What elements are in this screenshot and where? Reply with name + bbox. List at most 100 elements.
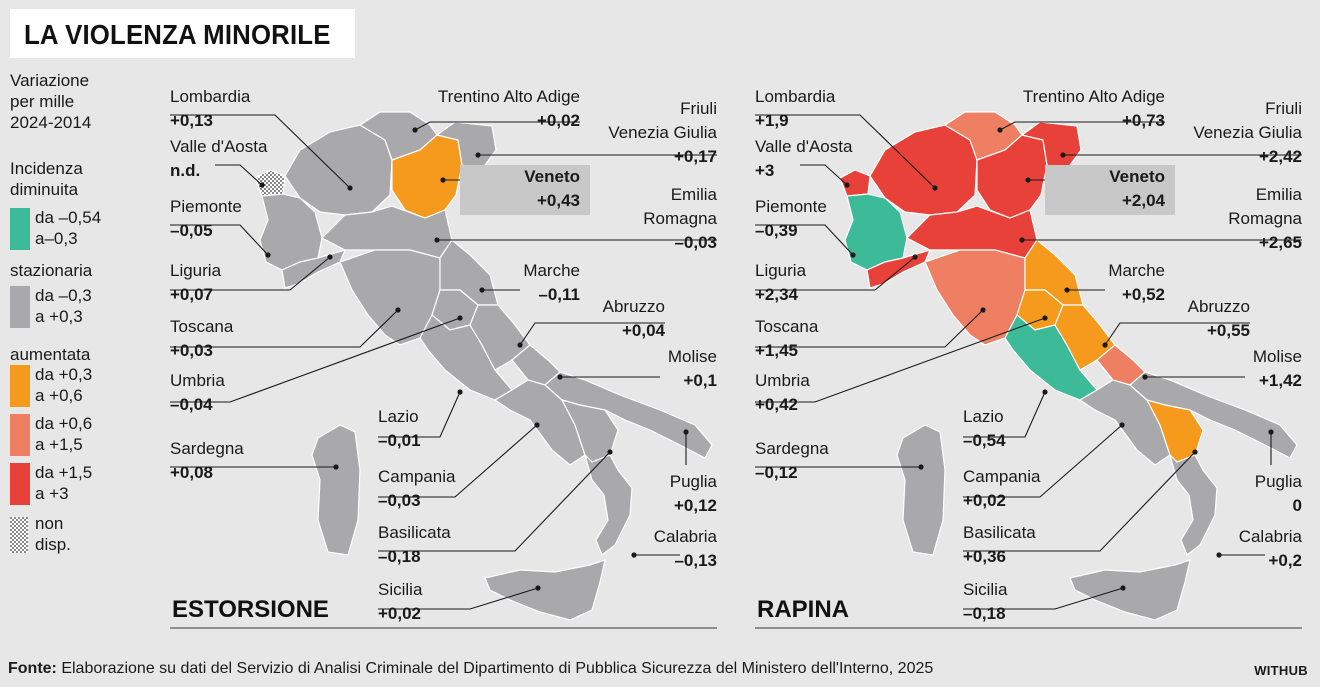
leader-dot [517,342,523,348]
region-name-sardegna: Sardegna [755,439,829,458]
swatch-aum-high [10,463,30,505]
legend-text: da +0,6 [35,414,93,433]
leader-dot [631,552,637,558]
legend-text: Incidenza [10,159,83,178]
leader-line [170,317,461,403]
leader-line [170,224,269,256]
legend-text: da +1,5 [35,463,93,482]
leader-dot [557,374,563,380]
region-value-piemonte: –0,05 [170,221,213,240]
region-value-veneto: +0,43 [537,191,580,210]
leader-line [755,224,854,256]
region-value-lombardia: +0,13 [170,111,213,130]
region-name-marche: Marche [1108,261,1165,280]
region-value-lazio: –0,54 [963,431,1006,450]
leader-dot [932,185,938,191]
dotted-pattern-icon [10,517,28,553]
footer-fonte-text: Elaborazione su dati del Servizio di Ana… [56,660,934,677]
legend-text: diminuita [10,180,79,199]
leader-line [755,317,1046,403]
leader-dot [1025,177,1031,183]
region-veneto [391,134,463,219]
region-name-friuli-venezia-giulia: Friuli [1265,99,1302,118]
region-value-sicilia: +0,02 [378,604,421,623]
map-title: ESTORSIONE [172,596,329,623]
region-sardegna [896,424,946,556]
region-value-basilicata: +0,36 [963,547,1006,566]
leader-dot [1064,287,1070,293]
leader-line [170,256,331,291]
leader-dot [1216,552,1222,558]
region-name-sardegna: Sardegna [170,439,244,458]
region-friuli-venezia-giulia [1020,121,1082,173]
legend-text: a +3 [35,484,69,503]
legend-aum3-range: da +1,5 a +3 [35,462,92,504]
leader-line [755,256,916,291]
leader-dot [479,287,485,293]
region-name-calabria: Calabria [654,527,718,546]
region-value-emilia-romagna: +2,65 [1259,233,1302,252]
legend-diminuita-label: Incidenza diminuita [10,158,83,200]
region-name-lombardia: Lombardia [170,87,251,106]
leader-line [800,164,848,186]
region-value-lazio: –0,01 [378,431,421,450]
legend-text: da –0,54 [35,208,102,227]
leader-dot [1119,422,1125,428]
leader-dot [1060,152,1066,158]
leader-dot [347,185,353,191]
region-name-basilicata: Basilicata [963,523,1036,542]
leader-dot [457,389,463,395]
leader-dot [980,307,986,313]
legend-nd: non disp. [35,513,71,555]
region-value-friuli-venezia-giulia: +0,17 [674,147,717,166]
leader-dot [327,254,333,260]
legend-header-line: 2024-2014 [10,113,92,132]
region-value-trentino-alto-adige: +0,73 [1122,111,1165,130]
legend-text: da –0,3 [35,286,92,305]
region-value-calabria: –0,13 [674,551,717,570]
region-name-basilicata: Basilicata [378,523,451,542]
region-emilia-romagna [320,205,453,259]
leader-dot [1268,429,1274,435]
region-name-campania: Campania [378,467,456,486]
region-value-puglia: 0 [1293,496,1302,515]
region-valle-d-aosta [839,169,871,197]
footer-fonte-label: Fonte: [8,660,57,677]
leader-line [519,322,665,346]
region-name-toscana: Toscana [755,317,819,336]
legend-text: a +0,3 [35,307,83,326]
leader-dot [434,237,440,243]
leader-dot [850,252,856,258]
region-lazio [419,314,513,401]
leader-line [963,391,1046,438]
region-name-marche: Marche [523,261,580,280]
legend-dim-range: da –0,54 a–0,3 [35,207,101,249]
legend-aumentata-label: aumentata [10,345,91,364]
region-name-valle-d-aosta: Valle d'Aosta [170,137,268,156]
leader-line [755,309,984,348]
legend-header: Variazione per mille 2024-2014 [10,70,91,133]
region-name-liguria: Liguria [755,261,807,280]
region-lombardia [284,124,393,216]
region-name-abruzzo: Abruzzo [1188,297,1250,316]
region-name-veneto: Veneto [524,167,580,186]
legend-text: a +0,6 [35,386,83,405]
region-value-campania: +0,02 [963,491,1006,510]
region-name-friuli-venezia-giulia: Venezia Giulia [608,123,717,142]
leader-line [170,309,399,348]
leader-dot [683,429,689,435]
swatch-aum-mid [10,414,30,456]
region-sicilia [484,559,606,621]
leader-dot [1102,342,1108,348]
region-veneto [976,134,1048,219]
region-name-umbria: Umbria [170,371,225,390]
legend-staz-range: da –0,3 a +0,3 [35,285,92,327]
map-title: RAPINA [757,596,849,623]
region-name-sicilia: Sicilia [963,580,1008,599]
region-name-lazio: Lazio [378,407,419,426]
region-name-friuli-venezia-giulia: Venezia Giulia [1193,123,1302,142]
region-name-calabria: Calabria [1239,527,1303,546]
region-value-piemonte: –0,39 [755,221,798,240]
region-name-veneto: Veneto [1109,167,1165,186]
region-value-toscana: +0,03 [170,341,213,360]
